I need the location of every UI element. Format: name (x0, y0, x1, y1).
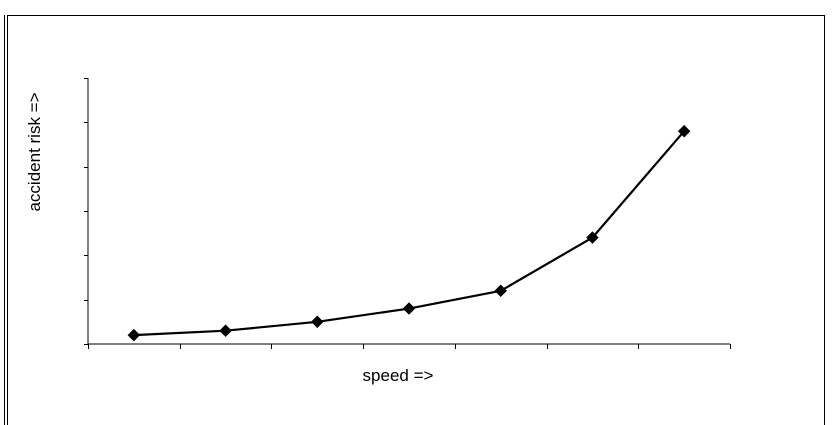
y-axis-label: accident risk => (25, 92, 44, 211)
frame-border-outer (4, 15, 5, 425)
data-point-marker (219, 324, 232, 338)
data-point-marker (586, 231, 599, 244)
data-point-marker (310, 315, 324, 329)
data-point-marker (127, 328, 141, 342)
chart-frame (7, 15, 825, 425)
series-layer (127, 124, 691, 342)
x-axis-label: speed => (363, 366, 434, 385)
data-point-marker (677, 124, 691, 138)
axes (84, 78, 731, 349)
data-point-marker (494, 284, 508, 298)
data-point-marker (402, 302, 416, 315)
